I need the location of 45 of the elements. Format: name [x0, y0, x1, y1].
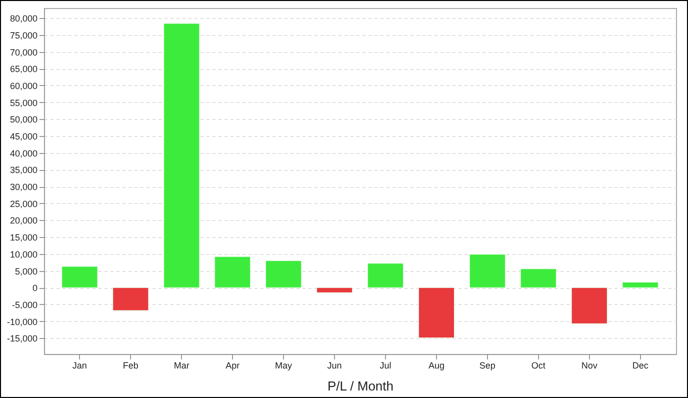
- bar: [520, 268, 557, 288]
- bar: [62, 266, 98, 288]
- y-tick-label: 0: [32, 283, 38, 294]
- y-tick-label: 45,000: [10, 132, 38, 142]
- bar: [418, 287, 455, 338]
- y-tick-label: 30,000: [10, 182, 38, 192]
- y-tick-label: 40,000: [10, 148, 38, 158]
- y-tick-label: 50,000: [10, 114, 38, 125]
- x-tick-label: Feb: [122, 360, 138, 370]
- bar: [214, 256, 251, 288]
- bar: [622, 282, 658, 288]
- y-tick-label: 15,000: [10, 232, 38, 243]
- y-tick-label: 80,000: [10, 14, 38, 24]
- y-tick-label: -15,000: [6, 334, 38, 344]
- x-axis-title: P/L / Month: [328, 378, 394, 394]
- y-tick-label: 75,000: [10, 30, 38, 40]
- x-tick-label: Apr: [226, 360, 240, 370]
- bar: [265, 260, 302, 288]
- bar: [469, 254, 506, 288]
- bar: [367, 263, 404, 288]
- y-tick-label: 25,000: [10, 198, 38, 209]
- y-tick-label: -10,000: [6, 316, 38, 327]
- bar: [316, 287, 353, 293]
- y-tick-label: 5,000: [14, 266, 38, 276]
- x-tick-label: Aug: [428, 360, 444, 370]
- x-tick-label: Mar: [174, 360, 190, 370]
- y-tick-label: -5,000: [12, 300, 38, 310]
- y-tick-label: 55,000: [10, 98, 38, 108]
- y-tick-label: 10,000: [10, 249, 38, 260]
- bar: [112, 287, 149, 311]
- bar: [571, 287, 608, 324]
- x-tick-label: Jun: [327, 360, 342, 370]
- x-tick-label: Sep: [479, 360, 496, 370]
- y-tick-label: 20,000: [10, 216, 38, 226]
- bar: [163, 23, 200, 288]
- y-tick-label: 70,000: [10, 47, 38, 58]
- y-tick-label: 60,000: [10, 80, 38, 91]
- y-tick-label: 35,000: [10, 165, 38, 176]
- x-tick-label: Nov: [581, 360, 598, 370]
- x-tick-label: Dec: [632, 360, 649, 370]
- x-tick-label: Oct: [531, 360, 546, 370]
- y-tick-label: 65,000: [10, 64, 38, 74]
- x-tick-label: Jan: [72, 360, 87, 370]
- x-tick-label: Jul: [380, 360, 392, 370]
- x-tick-label: May: [275, 360, 293, 370]
